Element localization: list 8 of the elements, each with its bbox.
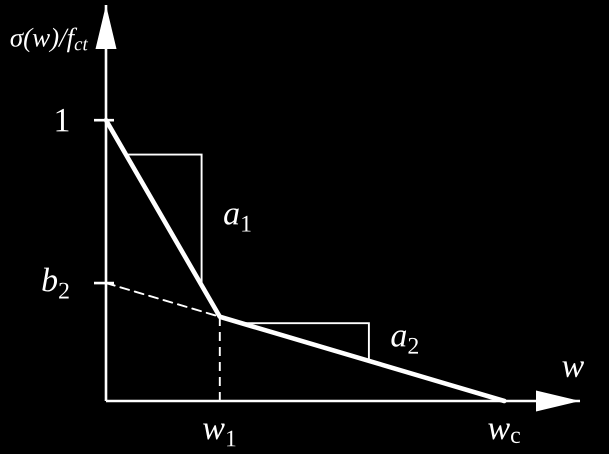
annotation: a$_{1}$ <box>224 208 251 232</box>
text: 1 <box>56 108 68 132</box>
x-tick-label: w$_{c}$ <box>488 424 520 444</box>
x-tick-label: w$_{1}$ <box>203 424 236 446</box>
y-axis-title: σ(w)/f$_{ct}$ <box>10 27 88 52</box>
annotation: a$_{2}$ <box>391 330 418 354</box>
x-axis-title: w <box>562 361 584 378</box>
text: b$_{2}$ <box>42 268 69 298</box>
